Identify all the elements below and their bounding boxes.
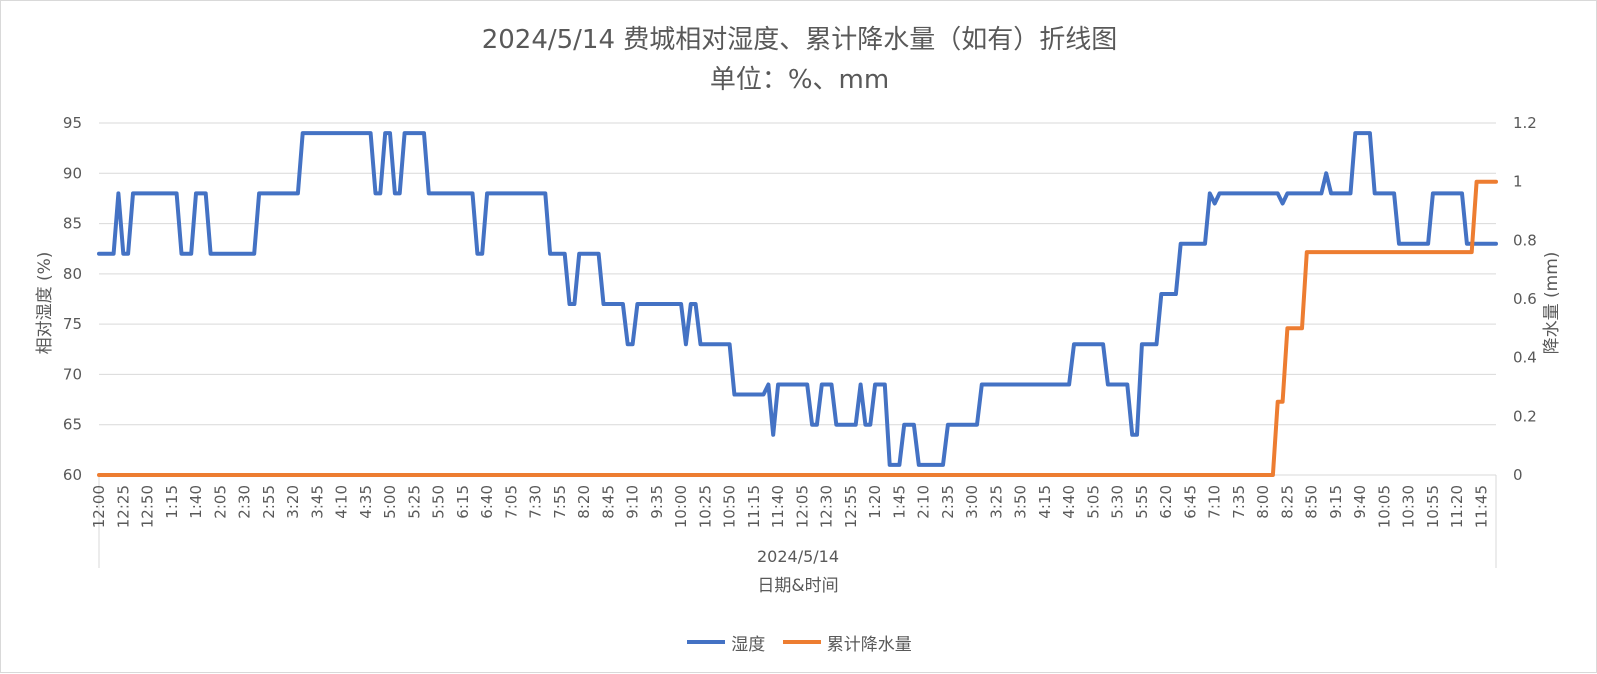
right-axis-ticks: 0 0.2 0.4 0.6 0.8 1 1.2 <box>1513 114 1537 484</box>
x-tick-label-10: 4:10 <box>333 485 351 519</box>
legend-swatch-humidity <box>687 640 726 644</box>
x-tick-label-47: 7:35 <box>1230 485 1248 519</box>
x-tick-label-23: 9:35 <box>648 485 666 519</box>
x-tick-label-12: 5:00 <box>381 485 399 519</box>
left-tick-label-1: 65 <box>63 416 82 434</box>
x-tick-label-31: 12:55 <box>842 485 860 528</box>
x-tick-label-36: 3:00 <box>963 485 981 519</box>
x-tick-label-34: 2:10 <box>915 485 933 519</box>
x-tick-label-7: 2:55 <box>260 485 278 519</box>
x-tick-label-38: 3:50 <box>1012 485 1030 519</box>
x-tick-label-43: 5:55 <box>1133 485 1151 519</box>
left-tick-label-0: 60 <box>63 466 82 484</box>
left-tick-label-2: 70 <box>63 365 82 383</box>
legend-swatch-precipitation <box>782 640 821 644</box>
x-tick-label-19: 7:55 <box>551 485 569 519</box>
right-tick-label-4: 0.8 <box>1513 231 1537 249</box>
series-line-0 <box>97 131 1498 467</box>
x-tick-label-56: 11:20 <box>1448 485 1466 528</box>
x-tick-label-46: 7:10 <box>1206 485 1224 519</box>
left-tick-label-3: 75 <box>63 315 82 333</box>
x-tick-label-35: 2:35 <box>939 485 957 519</box>
right-tick-label-0: 0 <box>1513 466 1523 484</box>
x-tick-label-40: 4:40 <box>1060 485 1078 519</box>
x-tick-label-18: 7:30 <box>527 485 545 519</box>
x-tick-label-26: 10:50 <box>721 485 739 528</box>
x-tick-label-41: 5:05 <box>1084 485 1102 519</box>
x-tick-label-57: 11:45 <box>1472 485 1490 528</box>
y-axis-right-title: 降水量 (mm) <box>1542 252 1562 355</box>
x-tick-label-21: 8:45 <box>599 485 617 519</box>
series-lines <box>97 131 1498 477</box>
x-tick-label-17: 7:05 <box>502 485 520 519</box>
left-tick-label-5: 85 <box>63 215 82 233</box>
right-tick-label-5: 1 <box>1513 173 1523 191</box>
legend-item-humidity: 湿度 <box>687 630 765 655</box>
x-tick-label-5: 2:05 <box>211 485 229 519</box>
x-tick-label-50: 8:50 <box>1303 485 1321 519</box>
x-tick-label-9: 3:45 <box>308 485 326 519</box>
legend: 湿度 累计降水量 <box>1 629 1597 655</box>
right-tick-label-2: 0.4 <box>1513 349 1537 367</box>
x-tick-label-37: 3:25 <box>987 485 1005 519</box>
right-tick-label-6: 1.2 <box>1513 114 1537 132</box>
x-tick-label-49: 8:25 <box>1278 485 1296 519</box>
chart-subtitle: 单位：%、mm <box>709 65 890 95</box>
x-tick-label-32: 1:20 <box>866 485 884 519</box>
left-tick-label-4: 80 <box>63 265 82 283</box>
x-tick-label-42: 5:30 <box>1109 485 1127 519</box>
x-tick-label-6: 2:30 <box>236 485 254 519</box>
x-tick-label-11: 4:35 <box>357 485 375 519</box>
x-tick-label-27: 11:15 <box>745 485 763 528</box>
x-tick-label-54: 10:30 <box>1400 485 1418 528</box>
x-tick-label-52: 9:40 <box>1351 485 1369 519</box>
x-tick-label-14: 5:50 <box>430 485 448 519</box>
chart-title: 2024/5/14 费城相对湿度、累计降水量（如有）折线图 <box>481 25 1118 55</box>
right-tick-label-3: 0.6 <box>1513 290 1537 308</box>
x-tick-label-30: 12:30 <box>818 485 836 528</box>
x-tick-label-4: 1:40 <box>187 485 205 519</box>
x-tick-label-39: 4:15 <box>1036 485 1054 519</box>
x-tick-label-29: 12:05 <box>793 485 811 528</box>
left-tick-label-7: 95 <box>63 114 82 132</box>
x-tick-label-45: 6:45 <box>1181 485 1199 519</box>
x-tick-label-1: 12:25 <box>114 485 132 528</box>
x-tick-label-55: 10:55 <box>1424 485 1442 528</box>
x-tick-label-28: 11:40 <box>769 485 787 528</box>
legend-label-humidity: 湿度 <box>731 634 766 655</box>
x-tick-label-53: 10:05 <box>1375 485 1393 528</box>
x-tick-label-0: 12:00 <box>90 485 108 528</box>
left-axis-ticks: 60 65 70 75 80 85 90 95 <box>63 114 82 484</box>
x-tick-label-2: 12:50 <box>139 485 157 528</box>
legend-label-precipitation: 累计降水量 <box>826 634 912 655</box>
x-axis-title: 日期&时间 <box>757 576 838 596</box>
gridlines <box>98 122 1497 568</box>
x-tick-label-16: 6:40 <box>478 485 496 519</box>
x-tick-label-22: 9:10 <box>624 485 642 519</box>
x-tick-label-25: 10:25 <box>696 485 714 528</box>
x-tick-label-20: 8:20 <box>575 485 593 519</box>
right-tick-label-1: 0.2 <box>1513 407 1537 425</box>
x-axis-ticks: 12:00 12:25 12:50 1:15 1:40 2:05 2:30 2:55 3:20 3… <box>90 485 1490 528</box>
x-tick-label-15: 6:15 <box>454 485 472 519</box>
series-line-1 <box>97 179 1498 477</box>
x-tick-label-48: 8:00 <box>1254 485 1272 519</box>
y-axis-left-title: 相对湿度 (%) <box>35 252 55 355</box>
x-tick-label-8: 3:20 <box>284 485 302 519</box>
left-tick-label-6: 90 <box>63 164 82 182</box>
x-tick-label-33: 1:45 <box>890 485 908 519</box>
x-tick-label-24: 10:00 <box>672 485 690 528</box>
x-tick-label-3: 1:15 <box>163 485 181 519</box>
x-tick-label-13: 5:25 <box>405 485 423 519</box>
x-axis-date-group: 2024/5/14 <box>757 547 839 566</box>
x-tick-label-51: 9:15 <box>1327 485 1345 519</box>
x-tick-label-44: 6:20 <box>1157 485 1175 519</box>
legend-item-precipitation: 累计降水量 <box>782 630 912 655</box>
